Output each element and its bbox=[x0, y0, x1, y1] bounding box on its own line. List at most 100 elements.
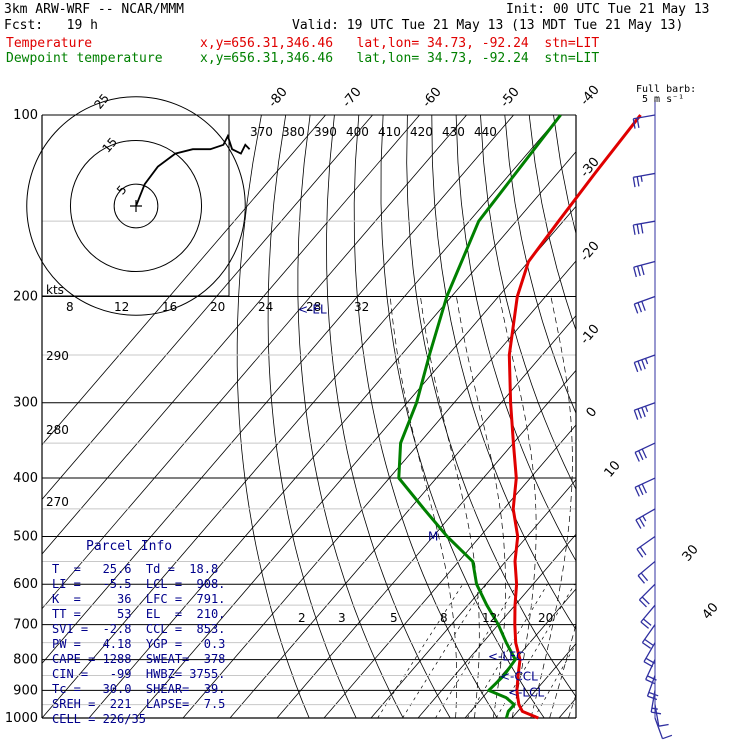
parcel-info-title: Parcel Info bbox=[86, 539, 173, 554]
hodograph-scale-tick: 8 bbox=[66, 300, 74, 314]
wind-barb bbox=[634, 442, 656, 462]
model-title: 3km ARW-WRF -- NCAR/MMM bbox=[4, 2, 185, 17]
theta-label: 440 bbox=[474, 125, 497, 139]
pressure-tick-label: 300 bbox=[13, 396, 38, 411]
dry-adiabat bbox=[431, 115, 576, 631]
wind-barb bbox=[637, 560, 656, 584]
hodograph-trace bbox=[135, 133, 251, 207]
isotherm bbox=[42, 115, 326, 446]
hodograph-scale-tick: 16 bbox=[162, 300, 177, 314]
temperature-legend: Temperature bbox=[6, 36, 93, 51]
wind-barb bbox=[636, 535, 656, 558]
dry-adiabat bbox=[724, 115, 740, 718]
mixing-ratio-label: 3 bbox=[338, 611, 346, 625]
isotherm-label: -10 bbox=[578, 322, 603, 348]
theta-label: 280 bbox=[46, 423, 69, 437]
isotherm bbox=[276, 369, 576, 718]
dry-adiabat bbox=[602, 115, 740, 718]
theta-label: 400 bbox=[346, 125, 369, 139]
isotherm-label: -20 bbox=[578, 239, 603, 265]
dry-adiabat bbox=[578, 115, 740, 718]
init-time: Init: 00 UTC Tue 21 May 13 bbox=[506, 2, 710, 17]
wind-barb bbox=[654, 717, 673, 740]
isotherm bbox=[42, 115, 514, 664]
pressure-tick-label: 800 bbox=[13, 653, 38, 668]
isotherm bbox=[229, 315, 576, 718]
mixing-ratio-label: 2 bbox=[298, 611, 306, 625]
isotherm bbox=[42, 115, 561, 718]
pressure-tick-label: 100 bbox=[13, 108, 38, 123]
mixing-ratio-line bbox=[533, 643, 576, 718]
parcel-row: K = 36 LFC = 791. bbox=[52, 592, 226, 606]
dewpoint-legend: Dewpoint temperature bbox=[6, 51, 163, 66]
mixing-ratio-label: 8 bbox=[440, 611, 448, 625]
hodograph-ring-label: 5 bbox=[114, 183, 130, 198]
isotherm bbox=[88, 151, 576, 718]
hodograph-scale-tick: 20 bbox=[210, 300, 225, 314]
parcel-row: CIN = -99 HWBZ= 3755. bbox=[52, 667, 226, 681]
wind-barb bbox=[634, 477, 656, 497]
wind-barb bbox=[632, 220, 656, 235]
isotherm bbox=[42, 115, 373, 501]
isotherm-label: -80 bbox=[266, 85, 291, 111]
isotherm bbox=[135, 205, 576, 718]
mixing-ratio-label: 20 bbox=[538, 611, 553, 625]
pressure-tick-label: 600 bbox=[13, 577, 38, 592]
isotherm bbox=[417, 533, 576, 718]
dry-adiabat bbox=[504, 115, 576, 415]
hodograph-scale-tick: 32 bbox=[354, 300, 369, 314]
level-marker: M bbox=[428, 529, 438, 543]
wind-barbs bbox=[632, 100, 673, 740]
dewpoint-station-info: x,y=656.31,346.46 lat,lon= 34.73, -92.24… bbox=[200, 51, 600, 66]
dry-adiabat bbox=[297, 115, 404, 718]
barb-legend-units: 5 m s⁻¹ bbox=[642, 94, 685, 105]
forecast-hour: Fcst: 19 h bbox=[4, 18, 98, 33]
wind-barb bbox=[633, 260, 656, 278]
isotherm bbox=[653, 115, 740, 718]
isotherm-label: -50 bbox=[498, 85, 523, 111]
level-marker: <-LFC bbox=[488, 650, 524, 664]
pressure-tick-label: 1000 bbox=[5, 711, 38, 726]
wind-barb bbox=[633, 402, 656, 420]
level-marker: <-CCL bbox=[500, 669, 538, 683]
wind-barb bbox=[645, 659, 657, 685]
dry-adiabat bbox=[380, 115, 545, 718]
isotherm bbox=[370, 479, 576, 718]
isotherm bbox=[464, 588, 576, 718]
wind-barb bbox=[632, 114, 656, 129]
hodograph-ring bbox=[69, 139, 203, 273]
dry-adiabat bbox=[267, 115, 357, 718]
pressure-tick-label: 500 bbox=[13, 529, 38, 544]
pressure-tick-label: 200 bbox=[13, 290, 38, 305]
wind-barb bbox=[638, 583, 656, 608]
theta-label: 420 bbox=[410, 125, 433, 139]
parcel-row: CAPE = 1288 SWEAT= 378 bbox=[52, 652, 226, 666]
parcel-row: LI = -5.5 LCL = 908. bbox=[52, 577, 226, 591]
isotherm-label: 40 bbox=[700, 600, 722, 622]
moist-adiabat bbox=[549, 622, 576, 718]
isotherm bbox=[42, 115, 420, 555]
dewpoint-profile bbox=[397, 114, 562, 719]
pressure-tick-label: 900 bbox=[13, 683, 38, 698]
hodograph-ring-label: 25 bbox=[91, 91, 112, 112]
parcel-row: PW = 4.18 YGP = 0.3 bbox=[52, 637, 226, 651]
wind-barb bbox=[632, 172, 656, 188]
theta-label: 390 bbox=[314, 125, 337, 139]
theta-label: 430 bbox=[442, 125, 465, 139]
parcel-row: T = 25.6 Td = 18.8 bbox=[52, 562, 219, 576]
wind-barb bbox=[654, 704, 669, 727]
isotherm bbox=[323, 424, 576, 718]
isotherm bbox=[511, 642, 576, 718]
wind-barb bbox=[640, 604, 656, 629]
mixing-ratio-line bbox=[377, 584, 464, 718]
dry-adiabat bbox=[651, 115, 740, 718]
theta-label: 410 bbox=[378, 125, 401, 139]
level-marker: <-LCL bbox=[508, 686, 544, 700]
isotherm-label: 0 bbox=[584, 405, 601, 421]
wind-barb bbox=[635, 508, 656, 529]
mixing-ratio-label: 5 bbox=[390, 611, 398, 625]
temperature-profile bbox=[507, 114, 642, 720]
parcel-row: TT = 53 EL = 210. bbox=[52, 607, 226, 621]
dry-adiabat bbox=[480, 115, 576, 491]
